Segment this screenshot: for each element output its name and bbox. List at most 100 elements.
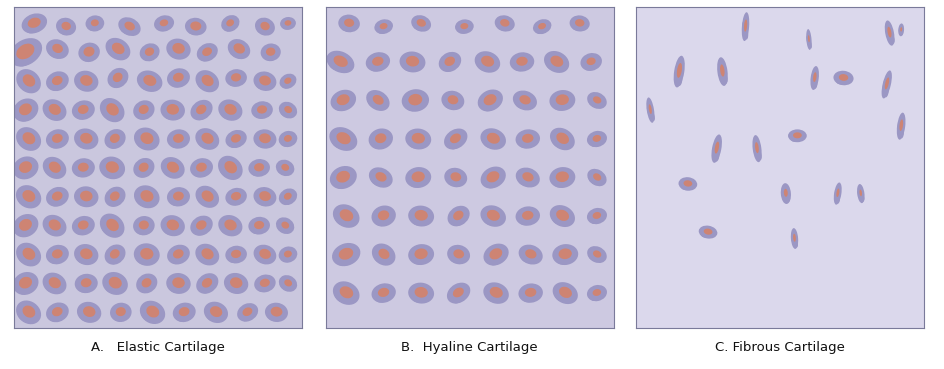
Ellipse shape [593,173,600,181]
Ellipse shape [378,210,389,220]
Ellipse shape [210,306,222,317]
Ellipse shape [283,135,292,142]
Ellipse shape [18,250,37,265]
Ellipse shape [518,211,536,225]
Ellipse shape [172,277,185,288]
Ellipse shape [76,302,101,323]
Ellipse shape [449,134,461,143]
Ellipse shape [586,208,606,224]
Ellipse shape [22,13,47,34]
Ellipse shape [447,95,458,104]
Ellipse shape [281,164,289,171]
Ellipse shape [338,14,360,32]
Ellipse shape [278,275,296,292]
Ellipse shape [370,173,389,186]
Ellipse shape [372,95,383,105]
Ellipse shape [898,27,902,35]
Ellipse shape [371,206,396,227]
Ellipse shape [82,48,97,62]
Ellipse shape [571,20,586,31]
Ellipse shape [16,44,34,59]
Ellipse shape [339,209,353,221]
Ellipse shape [141,132,153,144]
Ellipse shape [833,71,852,85]
Ellipse shape [406,56,419,66]
Ellipse shape [18,76,37,91]
Ellipse shape [592,289,600,296]
Ellipse shape [177,308,193,322]
Ellipse shape [108,68,128,88]
Ellipse shape [331,134,353,149]
Ellipse shape [218,215,243,237]
Ellipse shape [195,244,219,265]
Ellipse shape [375,172,386,182]
Ellipse shape [113,308,128,321]
Ellipse shape [521,289,539,302]
Ellipse shape [559,287,571,298]
Ellipse shape [589,135,604,147]
Ellipse shape [556,132,568,144]
Ellipse shape [374,19,393,34]
Ellipse shape [105,245,126,265]
Ellipse shape [556,210,568,221]
Ellipse shape [408,244,433,265]
Ellipse shape [229,277,243,288]
Ellipse shape [160,215,185,236]
Ellipse shape [365,52,390,72]
Ellipse shape [264,303,288,322]
Ellipse shape [810,66,818,90]
Ellipse shape [228,193,244,206]
Ellipse shape [282,77,295,89]
Ellipse shape [856,184,864,203]
Ellipse shape [519,95,531,104]
Ellipse shape [411,212,430,225]
Ellipse shape [228,134,244,148]
Ellipse shape [200,47,215,61]
Ellipse shape [61,22,71,30]
Ellipse shape [248,159,270,177]
Ellipse shape [220,106,239,120]
Ellipse shape [251,164,267,176]
Ellipse shape [72,158,94,177]
Ellipse shape [110,303,131,322]
Ellipse shape [143,48,157,61]
Ellipse shape [78,279,94,293]
Ellipse shape [137,70,162,92]
Ellipse shape [327,51,354,73]
Ellipse shape [190,158,212,177]
Ellipse shape [83,306,95,317]
Ellipse shape [478,90,502,111]
Ellipse shape [111,73,126,88]
Ellipse shape [683,180,692,187]
Ellipse shape [46,71,69,91]
Ellipse shape [78,42,100,62]
Ellipse shape [228,74,244,86]
Ellipse shape [833,183,841,205]
Ellipse shape [74,71,98,92]
Ellipse shape [200,278,215,293]
Ellipse shape [411,15,430,32]
Ellipse shape [102,163,122,178]
Ellipse shape [190,215,212,236]
Ellipse shape [278,246,297,263]
Ellipse shape [368,128,393,149]
Ellipse shape [712,143,718,162]
Ellipse shape [224,104,236,115]
Ellipse shape [173,192,183,201]
Ellipse shape [163,106,181,120]
Ellipse shape [52,307,62,316]
Ellipse shape [280,107,295,117]
Ellipse shape [80,191,93,201]
Ellipse shape [551,212,571,225]
Ellipse shape [336,132,350,144]
Ellipse shape [115,307,126,316]
Ellipse shape [402,58,421,72]
Ellipse shape [218,156,243,180]
Ellipse shape [443,57,458,72]
Ellipse shape [23,132,35,144]
Ellipse shape [106,161,119,173]
Ellipse shape [17,278,35,294]
Ellipse shape [72,100,94,120]
Ellipse shape [532,19,550,34]
Ellipse shape [74,186,98,207]
